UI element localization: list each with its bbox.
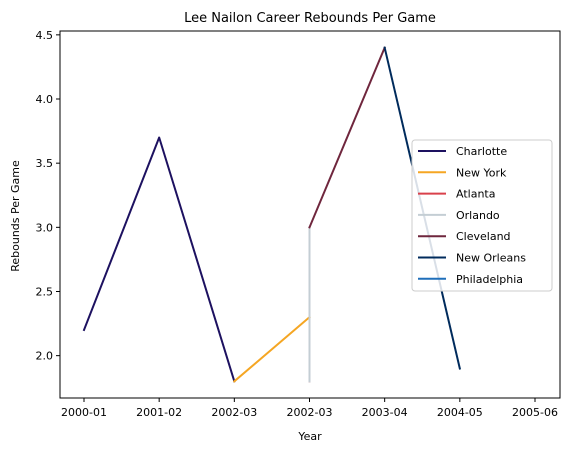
x-tick-label: 2002-03 [211, 406, 257, 419]
legend-box [411, 139, 553, 292]
x-tick-label: 2001-02 [136, 406, 182, 419]
y-tick-label: 3.0 [36, 221, 54, 234]
x-tick-label: 2003-04 [362, 406, 408, 419]
series-line-new-york [232, 315, 311, 383]
legend-label: Philadelphia [456, 273, 523, 286]
x-tick-label: 2005-06 [512, 406, 558, 419]
y-tick-label: 2.5 [36, 285, 54, 298]
legend-label: New York [456, 166, 507, 179]
legend-label: Orlando [456, 209, 500, 222]
legend-label: New Orleans [456, 252, 526, 265]
series-line-cleveland [308, 46, 386, 229]
y-tick-label: 4.0 [36, 93, 54, 106]
y-tick-label: 2.0 [36, 350, 54, 363]
x-tick-label: 2002-03 [287, 406, 333, 419]
chart-title: Lee Nailon Career Rebounds Per Game [184, 11, 436, 26]
x-axis: 2000-01 2001-02 2002-03 2002-03 2003-04 2004-… [61, 398, 558, 419]
series-line-charlotte [82, 136, 236, 383]
legend-label: Cleveland [456, 230, 511, 243]
y-axis-title: Rebounds Per Game [9, 160, 22, 272]
y-tick-label: 3.5 [36, 157, 54, 170]
legend: Charlotte New York Atlanta Orlando Cleveland… [411, 139, 553, 292]
x-tick-label: 2000-01 [61, 406, 107, 419]
legend-label: Charlotte [456, 145, 507, 158]
x-tick-label: 2004-05 [437, 406, 483, 419]
x-axis-title: Year [297, 430, 322, 443]
legend-label: Atlanta [456, 188, 495, 201]
y-axis: 2.0 2.5 3.0 3.5 4.0 4.5 [36, 29, 60, 363]
y-tick-label: 4.5 [36, 29, 54, 42]
